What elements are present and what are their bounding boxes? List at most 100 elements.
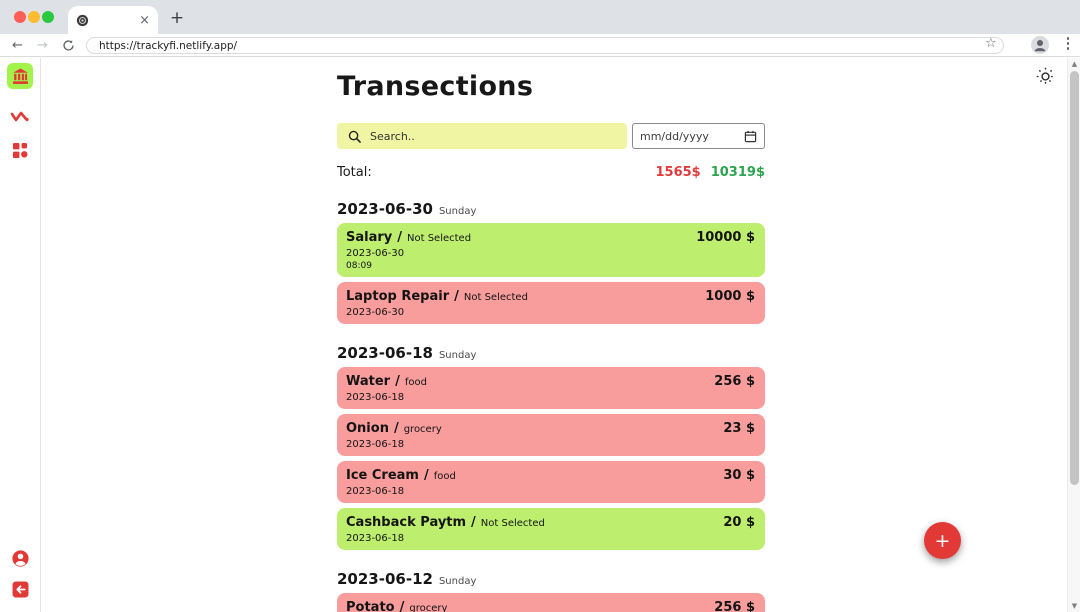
transaction-separator: / — [471, 515, 476, 530]
bank-icon — [12, 68, 29, 85]
transaction-date: 2023-06-30 — [346, 307, 405, 318]
transaction-title: Salary — [346, 230, 393, 245]
bookmark-star-icon[interactable]: ☆ — [985, 36, 997, 51]
tab-close-icon[interactable]: × — [139, 12, 150, 28]
transaction-date: 2023-06-18 — [346, 533, 405, 544]
browser-tab[interactable]: × — [68, 6, 158, 34]
transaction-date: 2023-06-18 — [346, 439, 405, 450]
url-bar[interactable]: https://trackyfi.netlify.app/ — [86, 37, 1004, 54]
transaction-title: Cashback Paytm — [346, 515, 467, 530]
transaction-separator: / — [395, 374, 400, 389]
app-sidebar — [0, 58, 41, 612]
transaction-amount: 10000 $ — [696, 230, 755, 245]
tab-favicon-globe-icon — [76, 14, 89, 27]
transaction-category: food — [433, 471, 456, 482]
transaction-title: Ice Cream — [346, 468, 419, 483]
add-transaction-button[interactable]: + — [924, 522, 961, 559]
total-label: Total: — [337, 165, 372, 180]
transaction-separator: / — [399, 600, 405, 612]
scrollbar-thumb[interactable] — [1070, 71, 1079, 485]
group-date: 2023-06-12 — [337, 570, 433, 588]
sidebar-item-activity[interactable] — [7, 104, 33, 130]
window-close-button[interactable] — [14, 11, 26, 23]
transaction-card[interactable]: Cashback Paytm / Not Selected 20 $ 2023-… — [337, 508, 765, 550]
search-box — [337, 123, 627, 149]
browser-profile-avatar[interactable] — [1031, 36, 1049, 54]
transaction-title: Water — [346, 374, 391, 389]
transaction-category: Not Selected — [480, 518, 545, 529]
group-day: Sunday — [438, 350, 477, 361]
transaction-amount: 30 $ — [723, 468, 755, 483]
transaction-category: food — [404, 377, 427, 388]
browser-tabbar: × + — [0, 0, 1080, 34]
forward-icon[interactable]: → — [37, 38, 48, 53]
theme-toggle-button[interactable] — [1034, 65, 1056, 87]
transaction-category: grocery — [409, 603, 448, 612]
browser-toolbar: ← → https://trackyfi.netlify.app/ ☆ — [0, 34, 1080, 57]
transaction-category: Not Selected — [463, 292, 528, 303]
group-day: Sunday — [438, 576, 477, 587]
transaction-amount: 1000 $ — [705, 289, 755, 304]
transaction-group: 2023-06-12 Sunday Potato / grocery 256 $… — [337, 570, 765, 612]
transaction-separator: / — [423, 468, 429, 483]
search-icon — [348, 130, 361, 143]
transaction-card[interactable]: Laptop Repair / Not Selected 1000 $ 2023… — [337, 282, 765, 324]
scrollbar-down-icon[interactable]: ▼ — [1071, 602, 1078, 610]
transaction-time: 08:09 — [346, 261, 372, 271]
activity-icon — [10, 110, 30, 124]
search-input[interactable] — [370, 129, 570, 143]
sidebar-item-profile[interactable] — [7, 545, 33, 571]
sidebar-item-logout[interactable] — [7, 576, 33, 602]
transaction-date: 2023-06-30 — [346, 248, 405, 259]
transaction-title: Laptop Repair — [346, 289, 450, 304]
date-input[interactable]: mm/dd/yyyy — [632, 123, 765, 149]
transaction-date: 2023-06-18 — [346, 486, 405, 497]
group-items: Salary / Not Selected 10000 $ 2023-06-30… — [337, 223, 765, 324]
transaction-separator: / — [397, 230, 402, 245]
sun-icon — [1036, 67, 1055, 86]
transaction-card[interactable]: Onion / grocery 23 $ 2023-06-18 — [337, 414, 765, 456]
new-tab-button[interactable]: + — [169, 8, 185, 28]
sidebar-item-categories[interactable] — [7, 137, 33, 163]
transaction-group: 2023-06-18 Sunday Water / food 256 $ 202… — [337, 344, 765, 550]
main-content: Transections mm/dd/yyyy Total: 1565$ 103… — [42, 58, 1080, 612]
logout-icon — [12, 581, 29, 598]
page-title: Transections — [337, 71, 534, 102]
group-items: Potato / grocery 256 $ 2023-06-12 — [337, 593, 765, 612]
transaction-amount: 256 $ — [714, 600, 755, 612]
transaction-category: Not Selected — [407, 233, 472, 244]
transaction-card[interactable]: Salary / Not Selected 10000 $ 2023-06-30… — [337, 223, 765, 277]
group-date: 2023-06-30 — [337, 200, 433, 218]
transaction-date: 2023-06-18 — [346, 392, 405, 403]
user-icon — [11, 549, 29, 567]
total-expense-value: 1565$ — [655, 165, 701, 180]
group-items: Water / food 256 $ 2023-06-18 Onion / gr… — [337, 367, 765, 550]
transaction-separator: / — [454, 289, 459, 304]
transaction-list: 2023-06-30 Sunday Salary / Not Selected … — [337, 200, 765, 612]
group-day: Sunday — [438, 206, 477, 217]
transaction-amount: 256 $ — [714, 374, 755, 389]
window-zoom-button[interactable] — [42, 11, 54, 23]
browser-menu-icon[interactable] — [1063, 37, 1073, 50]
transaction-card[interactable]: Potato / grocery 256 $ 2023-06-12 — [337, 593, 765, 612]
transaction-amount: 23 $ — [723, 421, 755, 436]
grid-icon — [12, 142, 28, 158]
url-text: https://trackyfi.netlify.app/ — [99, 39, 238, 52]
sidebar-item-home[interactable] — [7, 63, 33, 89]
transaction-card[interactable]: Ice Cream / food 30 $ 2023-06-18 — [337, 461, 765, 503]
date-placeholder: mm/dd/yyyy — [640, 129, 709, 143]
transaction-group: 2023-06-30 Sunday Salary / Not Selected … — [337, 200, 765, 324]
transaction-amount: 20 $ — [723, 515, 755, 530]
transaction-category: grocery — [403, 424, 442, 435]
transaction-title: Onion — [346, 421, 389, 436]
calendar-icon[interactable] — [744, 130, 757, 143]
page-scrollbar[interactable]: ▲ ▼ — [1067, 58, 1080, 612]
reload-icon[interactable] — [60, 37, 77, 54]
total-income-value: 10319$ — [710, 165, 765, 180]
transaction-card[interactable]: Water / food 256 $ 2023-06-18 — [337, 367, 765, 409]
transaction-title: Potato — [346, 600, 395, 612]
group-date: 2023-06-18 — [337, 344, 433, 362]
scrollbar-up-icon[interactable]: ▲ — [1071, 60, 1078, 68]
back-icon[interactable]: ← — [12, 38, 23, 53]
window-minimize-button[interactable] — [28, 11, 40, 23]
